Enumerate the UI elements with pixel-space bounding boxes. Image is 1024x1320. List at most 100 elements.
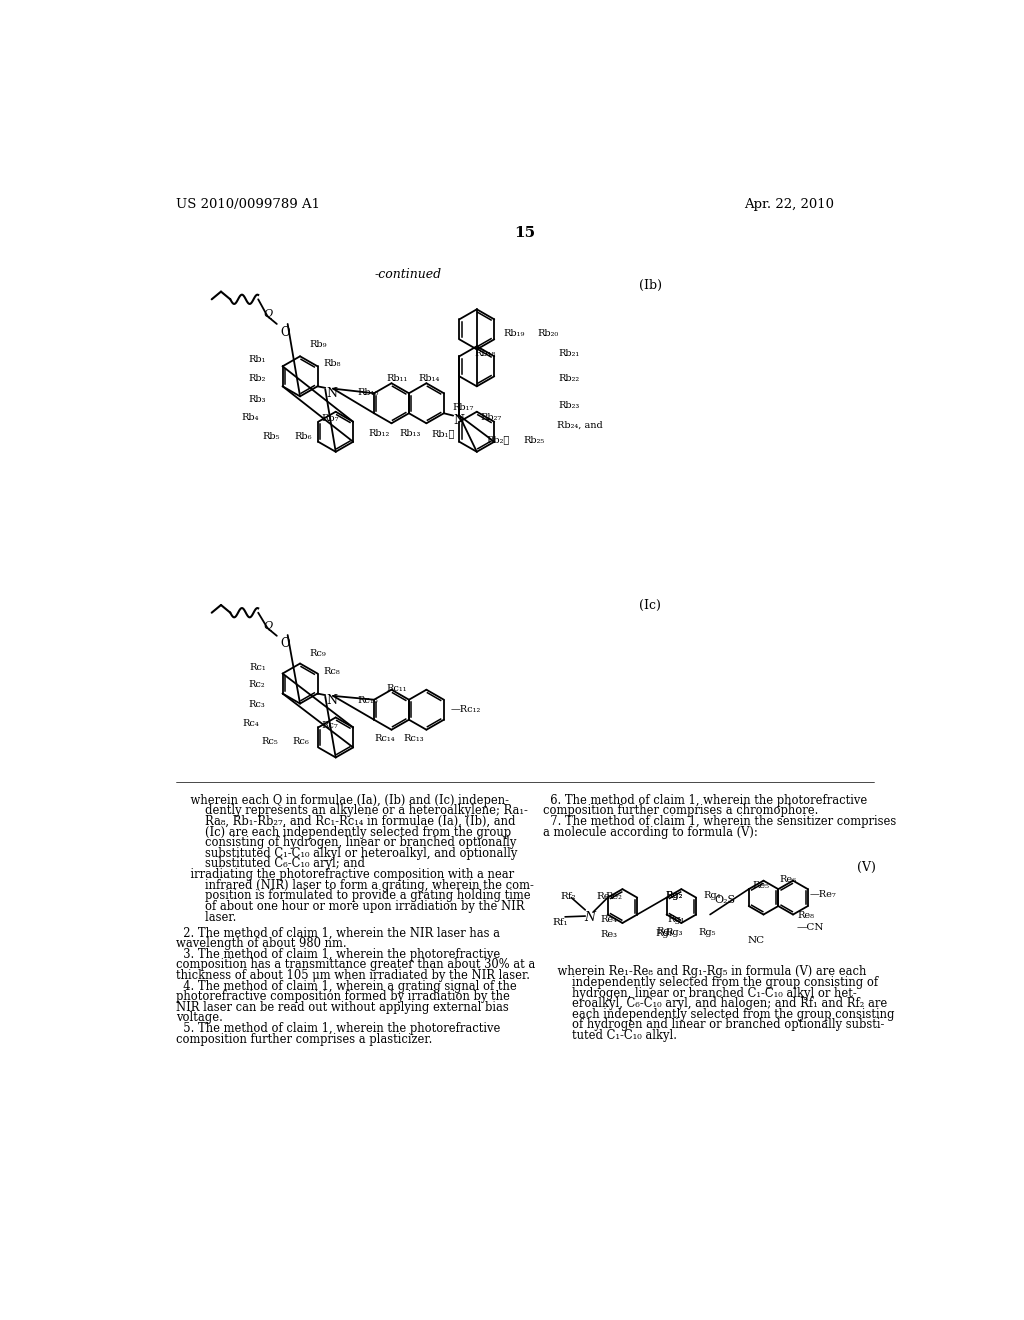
Text: composition has a transmittance greater than about 30% at a: composition has a transmittance greater …	[176, 958, 536, 972]
Text: N: N	[585, 911, 596, 924]
Text: Rb₂₁: Rb₂₁	[559, 350, 581, 358]
Text: Rf₁: Rf₁	[553, 919, 568, 928]
Text: Rg₁: Rg₁	[656, 927, 674, 936]
Text: each independently selected from the group consisting: each independently selected from the gro…	[543, 1008, 894, 1020]
Text: Rc₂: Rc₂	[248, 681, 265, 689]
Text: Rb₁₃: Rb₁₃	[399, 429, 421, 438]
Text: O: O	[281, 638, 290, 651]
Text: Rb₈: Rb₈	[324, 359, 341, 367]
Text: US 2010/0099789 A1: US 2010/0099789 A1	[176, 198, 321, 211]
Text: of about one hour or more upon irradiation by the NIR: of about one hour or more upon irradiati…	[176, 900, 524, 913]
Text: voltage.: voltage.	[176, 1011, 223, 1024]
Text: Rf₂: Rf₂	[560, 892, 577, 902]
Text: (Ic) are each independently selected from the group: (Ic) are each independently selected fro…	[176, 825, 511, 838]
Text: Re₂: Re₂	[605, 892, 623, 902]
Text: Rc₄: Rc₄	[242, 719, 259, 727]
Text: Re₈: Re₈	[798, 911, 815, 920]
Text: Rg₅: Rg₅	[698, 928, 716, 937]
Text: irradiating the photorefractive composition with a near: irradiating the photorefractive composit…	[176, 869, 514, 880]
Text: NC: NC	[748, 936, 765, 945]
Text: Re₅: Re₅	[753, 880, 770, 890]
Text: Rc₁₄: Rc₁₄	[375, 734, 395, 743]
Text: Rg₂: Rg₂	[665, 891, 682, 900]
Text: Rb₄: Rb₄	[241, 412, 259, 421]
Text: Rb₅: Rb₅	[263, 432, 281, 441]
Text: hydrogen, linear or branched C₁-C₁₀ alkyl or het-: hydrogen, linear or branched C₁-C₁₀ alky…	[543, 986, 856, 999]
Text: 15: 15	[514, 226, 536, 240]
Text: Rb₂₇: Rb₂₇	[480, 412, 502, 421]
Text: composition further comprises a chromophore.: composition further comprises a chromoph…	[543, 804, 818, 817]
Text: Rc₈: Rc₈	[324, 667, 340, 676]
Text: photorefractive composition formed by irradiation by the: photorefractive composition formed by ir…	[176, 990, 510, 1003]
Text: Rc₆: Rc₆	[292, 738, 309, 746]
Text: Rb₁₈: Rb₁₈	[474, 350, 496, 358]
Text: Rg₃: Rg₃	[666, 928, 683, 937]
Text: wherein each Q in formulae (Ia), (Ib) and (Ic) indepen-: wherein each Q in formulae (Ia), (Ib) an…	[176, 793, 509, 807]
Text: infrared (NIR) laser to form a grating, wherein the com-: infrared (NIR) laser to form a grating, …	[176, 879, 534, 891]
Text: Rc₁₃: Rc₁₃	[403, 734, 425, 743]
Text: O: O	[281, 326, 290, 339]
Text: a molecule according to formula (V):: a molecule according to formula (V):	[543, 825, 758, 838]
Text: Rg₂: Rg₂	[666, 891, 683, 900]
Text: Rc₃: Rc₃	[248, 700, 265, 709]
Text: substituted C₆-C₁₀ aryl; and: substituted C₆-C₁₀ aryl; and	[176, 858, 365, 870]
Text: Rg₁: Rg₁	[655, 929, 673, 939]
Text: —Rc₁₂: —Rc₁₂	[451, 705, 480, 714]
Text: Rb₂₂: Rb₂₂	[559, 374, 580, 383]
Text: 7. The method of claim 1, wherein the sensitizer comprises: 7. The method of claim 1, wherein the se…	[543, 814, 896, 828]
Text: Rb₂₀: Rb₂₀	[538, 330, 558, 338]
Text: wavelength of about 980 nm.: wavelength of about 980 nm.	[176, 937, 347, 950]
Text: Rc₇: Rc₇	[322, 721, 339, 730]
Text: 3. The method of claim 1, wherein the photorefractive: 3. The method of claim 1, wherein the ph…	[176, 948, 501, 961]
Text: position is formulated to provide a grating holding time: position is formulated to provide a grat…	[176, 890, 530, 903]
Text: eroalkyl, C₆-C₁₀ aryl, and halogen; and Rf₁ and Rf₂ are: eroalkyl, C₆-C₁₀ aryl, and halogen; and …	[543, 997, 887, 1010]
Text: Re₄: Re₄	[600, 915, 617, 924]
Text: Ra₈, Rb₁-Rb₂₇, and Rc₁-Rc₁₄ in formulae (Ia), (Ib), and: Ra₈, Rb₁-Rb₂₇, and Rc₁-Rc₁₄ in formulae …	[176, 814, 515, 828]
Text: 6. The method of claim 1, wherein the photorefractive: 6. The method of claim 1, wherein the ph…	[543, 793, 867, 807]
Text: wherein Re₁-Re₈ and Rg₁-Rg₅ in formula (V) are each: wherein Re₁-Re₈ and Rg₁-Rg₅ in formula (…	[543, 965, 866, 978]
Text: —CN: —CN	[796, 923, 823, 932]
Text: Rc₁: Rc₁	[250, 663, 266, 672]
Text: Rb₁₂: Rb₁₂	[369, 429, 389, 438]
Text: of hydrogen and linear or branched optionally substi-: of hydrogen and linear or branched optio…	[543, 1019, 884, 1031]
Text: Rb₇: Rb₇	[322, 414, 339, 422]
Text: Rg₁: Rg₁	[668, 915, 685, 924]
Text: Rb₂₄, and: Rb₂₄, and	[557, 420, 602, 429]
Text: N: N	[454, 414, 464, 428]
Text: Rc₅: Rc₅	[261, 738, 279, 746]
Text: laser.: laser.	[176, 911, 237, 924]
Text: Re₆: Re₆	[779, 875, 796, 883]
Text: NIR laser can be read out without applying external bias: NIR laser can be read out without applyi…	[176, 1001, 509, 1014]
Text: N: N	[327, 694, 338, 708]
Text: Q: Q	[263, 309, 272, 319]
Text: Re₁: Re₁	[597, 892, 614, 902]
Text: thickness of about 105 μm when irradiated by the NIR laser.: thickness of about 105 μm when irradiate…	[176, 969, 530, 982]
Text: Rb₂₅: Rb₂₅	[523, 436, 545, 445]
Text: independently selected from the group consisting of: independently selected from the group co…	[543, 975, 878, 989]
Text: 5. The method of claim 1, wherein the photorefractive: 5. The method of claim 1, wherein the ph…	[176, 1022, 501, 1035]
Text: Rb₂⁦: Rb₂⁦	[486, 436, 509, 445]
Text: Rb₂₃: Rb₂₃	[558, 401, 580, 411]
Text: (Ib): (Ib)	[640, 279, 663, 292]
Text: Rb₁⁦: Rb₁⁦	[432, 429, 456, 438]
Text: Rb₂: Rb₂	[248, 374, 265, 383]
Text: Rb₁₄: Rb₁₄	[419, 374, 440, 383]
Text: Q: Q	[263, 622, 272, 631]
Text: (Ic): (Ic)	[640, 599, 662, 612]
Text: 2. The method of claim 1, wherein the NIR laser has a: 2. The method of claim 1, wherein the NI…	[176, 927, 500, 940]
Text: Rc₉: Rc₉	[309, 649, 326, 657]
Text: Rb₁: Rb₁	[249, 355, 266, 364]
Text: Apr. 22, 2010: Apr. 22, 2010	[744, 198, 835, 211]
Text: Rb₉: Rb₉	[309, 341, 327, 348]
Text: —Re₇: —Re₇	[809, 890, 836, 899]
Text: Rb₆: Rb₆	[295, 432, 312, 441]
Text: (V): (V)	[856, 861, 876, 874]
Text: substituted C₁-C₁₀ alkyl or heteroalkyl, and optionally: substituted C₁-C₁₀ alkyl or heteroalkyl,…	[176, 847, 517, 859]
Text: -continued: -continued	[375, 268, 441, 281]
Text: O₂S: O₂S	[715, 895, 736, 904]
Text: Rb₁₉: Rb₁₉	[503, 330, 524, 338]
Text: 4. The method of claim 1, wherein a grating signal of the: 4. The method of claim 1, wherein a grat…	[176, 979, 517, 993]
Text: consisting of hydrogen, linear or branched optionally: consisting of hydrogen, linear or branch…	[176, 836, 516, 849]
Text: Rb₁₇: Rb₁₇	[452, 404, 473, 412]
Text: Rg₄: Rg₄	[703, 891, 721, 900]
